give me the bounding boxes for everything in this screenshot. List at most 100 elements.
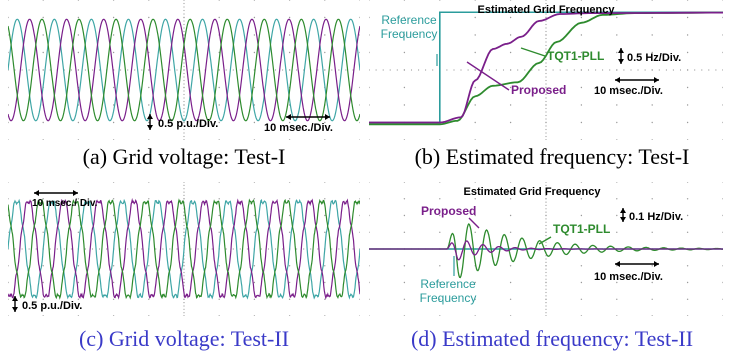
grid-dot: [324, 265, 326, 267]
grid-center-tick: [134, 248, 136, 250]
grid-dot: [722, 265, 723, 267]
grid-center-tick: [545, 121, 547, 124]
grid-center-tick: [538, 69, 540, 71]
callout-tqt1: [538, 236, 552, 245]
grid-dot: [509, 231, 512, 233]
grid-dot: [686, 182, 689, 183]
grid-center-tick: [545, 41, 547, 43]
grid-center-tick: [545, 118, 547, 120]
grid-dot: [324, 182, 326, 183]
t-scale-label: 10 msec./Div.: [264, 122, 333, 134]
grid-center-tick: [183, 20, 185, 22]
caption-a: (a) Grid voltage: Test-I: [82, 144, 286, 169]
grid-center-tick: [545, 308, 547, 310]
grid-dot: [722, 182, 723, 183]
grid-dot: [686, 231, 689, 233]
grid-dot: [722, 198, 723, 200]
v-scale-arrow-head-up: [618, 48, 624, 53]
grid-center-tick: [545, 184, 547, 186]
grid-center-tick: [545, 20, 547, 22]
grid-dot: [253, 231, 256, 233]
grid-dot: [580, 265, 583, 267]
grid-dot: [8, 231, 9, 233]
grid-dot: [112, 139, 115, 140]
grid-center-tick: [545, 51, 547, 54]
caption-b: (b) Estimated frequency: Test-I: [414, 144, 690, 169]
grid-dot: [474, 16, 476, 19]
grid-center-tick: [545, 58, 547, 61]
grid-dot: [359, 231, 360, 233]
grid-center-tick: [545, 6, 547, 8]
grid-center-tick: [410, 69, 413, 71]
grid-dot: [580, 16, 583, 19]
grid-center-tick: [303, 248, 305, 250]
grid-dot: [474, 281, 476, 284]
grid-center-tick: [183, 265, 185, 267]
grid-dot: [403, 182, 406, 183]
grid-dot: [112, 0, 115, 1]
grid-dot: [651, 51, 653, 54]
grid-center-tick: [573, 69, 575, 71]
grid-center-tick: [545, 76, 547, 78]
grid-center-tick: [267, 248, 270, 250]
grid-center-tick: [460, 69, 462, 71]
grid-center-tick: [183, 135, 185, 138]
grid-dot: [369, 16, 370, 19]
grid-center-tick: [545, 258, 547, 260]
grid-center-tick: [106, 248, 108, 250]
grid-center-tick: [183, 104, 185, 106]
grid-dot: [359, 182, 360, 183]
grid-dot: [686, 214, 689, 217]
v-scale-label: 0.5 Hz/Div.: [627, 52, 681, 64]
grid-dot: [77, 198, 80, 200]
grid-center-tick: [345, 69, 347, 71]
grid-center-tick: [545, 278, 547, 280]
t-scale-label: 10 msec./Div.: [594, 85, 663, 97]
grid-center-tick: [545, 188, 547, 190]
grid-dot: [616, 315, 618, 316]
grid-dot: [616, 104, 618, 106]
grid-center-tick: [183, 221, 185, 223]
grid-center-tick: [183, 191, 185, 193]
chart-b: Estimated Grid Frequency ReferenceFrequen…: [369, 0, 723, 140]
grid-dot: [77, 298, 80, 300]
grid-dot: [359, 281, 360, 284]
grid-center-tick: [545, 305, 547, 307]
grid-center-tick: [183, 86, 185, 89]
grid-dot: [218, 139, 220, 140]
grid-dot: [8, 86, 9, 89]
grid-dot: [686, 198, 689, 200]
grid-center-tick: [545, 312, 547, 314]
grid-center-tick: [127, 69, 129, 71]
grid-center-tick: [183, 128, 185, 131]
grid-center-tick: [352, 248, 354, 250]
grid-center-tick: [545, 34, 547, 36]
grid-center-tick: [446, 69, 448, 71]
grid-dot: [509, 16, 512, 19]
grid-center-tick: [120, 69, 122, 71]
grid-dot: [474, 121, 476, 124]
grid-dot: [509, 198, 512, 200]
grid-center-tick: [282, 69, 284, 71]
grid-center-tick: [545, 107, 547, 110]
grid-dot: [148, 198, 150, 200]
grid-center-tick: [502, 69, 505, 71]
grid-dot: [686, 281, 689, 284]
grid-dot: [324, 298, 326, 300]
grid-dot: [359, 198, 360, 200]
grid-dot: [439, 265, 441, 267]
grid-dot: [288, 265, 291, 267]
grid-center-tick: [183, 228, 185, 230]
t-scale-label: 10 msec./Div.: [594, 271, 663, 283]
grid-center-tick: [545, 97, 547, 99]
grid-dot: [369, 298, 370, 300]
grid-dot: [580, 315, 583, 316]
grid-center-tick: [665, 69, 667, 71]
v-scale-arrow-head-down: [618, 59, 624, 64]
grid-center-tick: [134, 69, 136, 71]
grid-dot: [359, 265, 360, 267]
grid-center-tick: [545, 211, 547, 213]
panel-b: Estimated Grid Frequency Reference Frequen…: [369, 0, 723, 140]
grid-center-tick: [183, 90, 185, 92]
grid-center-tick: [183, 271, 185, 274]
